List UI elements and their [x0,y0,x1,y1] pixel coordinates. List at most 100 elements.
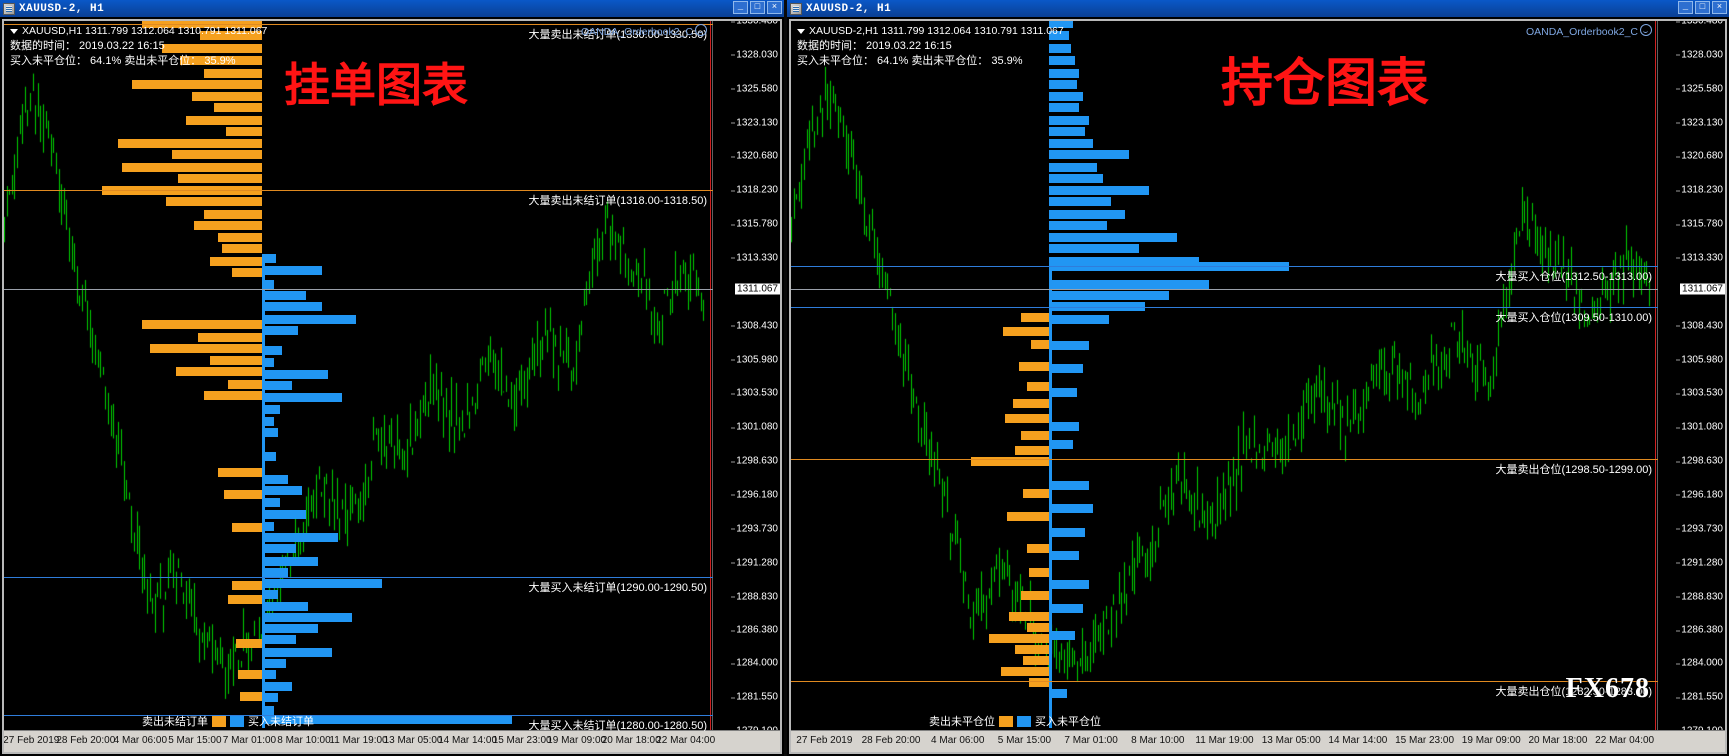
buy-histogram-bar [262,613,352,623]
price-tick: 1320.680 [731,150,778,162]
left-chart-window: XAUUSD-2, H1 _ □ × XAUUSD,H1 1311.799 13… [0,0,784,756]
close-button[interactable]: × [1712,1,1727,14]
histogram-legend: 卖出未结订单 买入未结订单 [142,713,314,729]
price-tick: 1330.480 [731,21,778,27]
buy-histogram-bar [1049,209,1125,219]
left-window-buttons: _ □ × [733,1,782,14]
sell-histogram-bar [122,162,262,172]
buy-histogram-bar [262,635,296,645]
current-price-tick: 1311.067 [1680,283,1725,295]
left-time-axis[interactable]: 27 Feb 2019 28 Feb 20:00 4 Mar 06:00 5 Mar … [4,730,780,752]
minimize-button[interactable]: _ [733,1,748,14]
right-price-axis[interactable]: 1330.480 1328.030 1325.580 1323.130 1320.680… [1657,21,1725,737]
price-tick: 1288.830 [1676,591,1723,603]
sell-histogram-bar [218,468,262,478]
buy-histogram-bar [262,589,278,599]
price-tick: 1291.280 [1676,557,1723,569]
annotation-line [791,680,1658,682]
annotation-label: 大量买入未结订单(1280.00-1280.50) [528,720,707,731]
left-chart-frame[interactable]: XAUUSD,H1 1311.799 1312.064 1310.791 131… [2,19,782,754]
sell-histogram-bar [236,639,262,649]
price-tick: 1286.380 [1676,624,1723,636]
right-chart-frame[interactable]: XAUUSD-2,H1 1311.799 1312.064 1310.791 1… [789,19,1727,754]
annotation-line [4,715,713,717]
buy-histogram-bar [262,556,318,566]
current-price-tick: 1311.067 [735,283,780,295]
price-tick: 1308.430 [731,320,778,332]
sell-histogram-bar [1019,361,1049,371]
price-tick: 1281.550 [1676,691,1723,703]
sell-histogram-bar [204,390,262,400]
buy-histogram-bar [1049,480,1089,490]
buy-histogram-bar [1049,173,1103,183]
buy-histogram-bar [262,253,276,263]
buy-histogram-bar [262,578,382,588]
price-tick: 1313.330 [1676,252,1723,264]
close-button[interactable]: × [767,1,782,14]
price-tick: 1325.580 [731,83,778,95]
price-tick: 1281.550 [731,691,778,703]
sell-histogram-bar [172,150,262,160]
buy-histogram-bar [1049,43,1071,53]
buy-histogram-bar [1049,92,1083,102]
right-titlebar[interactable]: XAUUSD-2, H1 _ □ × [787,0,1729,17]
sell-histogram-bar [204,209,262,219]
buy-histogram-bar [1049,197,1111,207]
right-window-buttons: _ □ × [1678,1,1727,14]
buy-histogram-bar [1049,220,1107,230]
right-time-axis[interactable]: 27 Feb 2019 28 Feb 20:00 4 Mar 06:00 5 Mar … [791,730,1725,752]
watermark: FX678 [1565,673,1650,704]
buy-legend-swatch [1017,715,1031,727]
sell-histogram-bar [222,244,262,254]
candlestick-series [791,21,1658,731]
buy-histogram-bar [262,369,328,379]
time-tick: 28 Feb 20:00 [861,735,921,746]
left-titlebar[interactable]: XAUUSD-2, H1 _ □ × [0,0,784,17]
sell-histogram-bar [132,79,262,89]
time-tick: 14 Mar 14:00 [438,735,498,746]
price-tick: 1286.380 [731,624,778,636]
time-tick: 27 Feb 2019 [3,735,60,746]
annotation-line [4,24,713,26]
left-big-title: 挂单图表 [284,58,468,112]
sell-histogram-bar [1021,430,1049,440]
maximize-button[interactable]: □ [1695,1,1710,14]
price-tick: 1305.980 [1676,354,1723,366]
chart-window-icon [790,2,802,15]
minimize-button[interactable]: _ [1678,1,1693,14]
sell-histogram-bar [162,43,262,53]
time-tick: 22 Mar 04:00 [656,735,716,746]
right-chart-window: XAUUSD-2, H1 _ □ × XAUUSD-2,H1 1311.799 … [787,0,1729,756]
sell-histogram-bar [200,31,262,41]
sell-legend-swatch [999,715,1013,727]
time-tick: 7 Mar 01:00 [1064,735,1118,746]
time-tick: 28 Feb 20:00 [56,735,116,746]
left-plot-area[interactable]: XAUUSD,H1 1311.799 1312.064 1310.791 131… [4,21,713,731]
time-tick: 20 Mar 18:00 [1528,735,1588,746]
price-tick: 1298.630 [731,455,778,467]
sell-histogram-bar [1023,488,1049,498]
histogram-legend: 卖出未平仓位 买入未平仓位 [929,713,1101,729]
buy-histogram-bar [262,416,274,426]
right-plot-area[interactable]: XAUUSD-2,H1 1311.799 1312.064 1310.791 1… [791,21,1658,731]
left-price-axis[interactable]: 1330.480 1328.030 1325.580 1323.130 1320.680… [712,21,780,737]
sell-histogram-bar [210,356,262,366]
sell-histogram-bar [1015,644,1049,654]
buy-histogram-bar [1049,115,1089,125]
price-tick: 1296.180 [1676,489,1723,501]
buy-histogram-bar [262,314,356,324]
buy-histogram-bar [262,266,322,276]
sell-histogram-bar [1003,327,1049,337]
sell-histogram-bar [1021,591,1049,601]
price-tick: 1293.730 [731,523,778,535]
time-tick: 11 Mar 19:00 [1195,735,1254,746]
maximize-button[interactable]: □ [750,1,765,14]
sell-histogram-bar [194,220,262,230]
current-price-line [791,289,1658,291]
sell-histogram-bar [1029,567,1049,577]
buy-histogram-bar [1049,256,1199,266]
buy-legend-swatch [230,715,244,727]
annotation-label: 大量买入未结订单(1290.00-1290.50) [528,581,707,594]
sell-histogram-bar [1013,398,1049,408]
buy-histogram-bar [262,280,274,290]
